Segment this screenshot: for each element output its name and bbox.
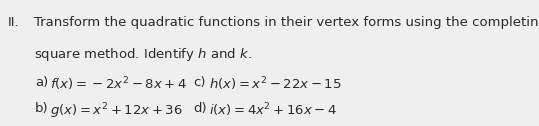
Text: d): d) (194, 102, 207, 115)
Text: $f(x) = -2x^2 - 8x + 4$: $f(x) = -2x^2 - 8x + 4$ (50, 76, 187, 93)
Text: Transform the quadratic functions in their vertex forms using the completing the: Transform the quadratic functions in the… (34, 16, 539, 29)
Text: c): c) (194, 76, 206, 89)
Text: $h(x) = x^2 - 22x - 15$: $h(x) = x^2 - 22x - 15$ (209, 76, 341, 93)
Text: b): b) (35, 102, 49, 115)
Text: a): a) (35, 76, 48, 89)
Text: II.: II. (8, 16, 19, 29)
Text: $g(x) = x^2 + 12x + 36$: $g(x) = x^2 + 12x + 36$ (50, 102, 183, 121)
Text: $i(x) = 4x^2 + 16x - 4$: $i(x) = 4x^2 + 16x - 4$ (209, 102, 337, 119)
Text: square method. Identify $h$ and $k$.: square method. Identify $h$ and $k$. (34, 45, 252, 62)
